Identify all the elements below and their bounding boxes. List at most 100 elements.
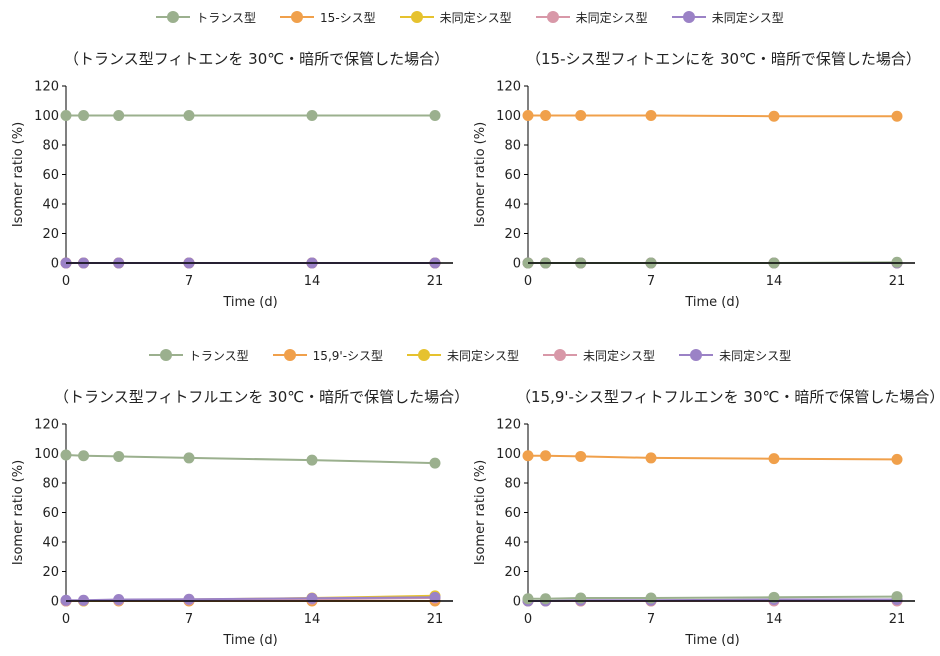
legend-marker	[283, 349, 296, 361]
legend-item: 未同定シス型	[535, 9, 648, 26]
x-tick-label: 7	[185, 274, 193, 289]
y-tick-label: 100	[34, 109, 59, 124]
legend-swatch	[272, 348, 307, 362]
y-tick-label: 20	[42, 565, 59, 580]
legend-label: 15,9'-シス型	[312, 348, 384, 363]
x-axis-label: Time (d)	[684, 295, 739, 310]
data-point	[429, 591, 441, 603]
data-point	[183, 593, 195, 605]
x-tick-label: 7	[647, 274, 655, 289]
data-point	[891, 453, 903, 465]
y-tick-label: 120	[496, 80, 521, 95]
legend-marker	[159, 349, 172, 361]
x-tick-label: 14	[304, 612, 321, 627]
y-tick-label: 100	[34, 447, 59, 462]
y-tick-label: 80	[42, 477, 59, 492]
y-tick-label: 100	[496, 109, 521, 124]
data-point	[522, 110, 534, 121]
data-point	[429, 457, 441, 469]
chart-title: （15,9'-シス型フィトフルエンを 30℃・暗所で保管した場合）	[516, 388, 940, 406]
y-tick-label: 100	[496, 447, 521, 462]
data-point	[575, 110, 587, 121]
x-tick-label: 7	[647, 612, 655, 627]
legend-marker	[690, 349, 703, 361]
y-tick-label: 40	[42, 536, 59, 551]
y-axis-label: Isomer ratio (%)	[473, 122, 488, 227]
data-point	[306, 592, 318, 604]
legend-label: 未同定シス型	[447, 348, 520, 363]
y-tick-label: 0	[51, 257, 59, 272]
legend-marker	[554, 349, 567, 361]
y-tick-label: 120	[34, 80, 59, 95]
data-point	[113, 450, 125, 462]
data-point	[429, 110, 441, 121]
y-tick-label: 60	[504, 168, 521, 183]
y-tick-label: 80	[504, 477, 521, 492]
legend-swatch	[535, 10, 570, 24]
data-point	[183, 452, 195, 464]
legend-top: トランス型 15-シス型 未同定シス型 未同定シス型 未同定シス型	[0, 7, 940, 27]
legend-swatch	[407, 348, 442, 362]
legend-marker	[418, 349, 431, 361]
y-tick-label: 0	[513, 257, 521, 272]
data-point	[540, 450, 552, 462]
y-tick-label: 60	[42, 506, 59, 521]
y-axis-label: Isomer ratio (%)	[473, 460, 488, 565]
legend-item: 15-シス型	[280, 9, 376, 26]
data-point	[60, 449, 72, 461]
data-point	[891, 591, 903, 603]
legend-label: 未同定シス型	[575, 10, 648, 25]
x-tick-label: 21	[427, 612, 444, 627]
legend-label: 未同定シス型	[711, 10, 784, 25]
legend-bottom: トランス型 15,9'-シス型 未同定シス型 未同定シス型 未同定シス型	[0, 345, 940, 365]
y-tick-label: 20	[42, 227, 59, 242]
data-point	[113, 110, 125, 121]
data-point	[768, 453, 780, 465]
y-tick-label: 120	[34, 418, 59, 433]
legend-label: 未同定シス型	[719, 348, 792, 363]
y-tick-label: 80	[42, 139, 59, 154]
data-point	[60, 110, 72, 121]
legend-label: トランス型	[188, 348, 249, 363]
legend-marker	[291, 11, 304, 23]
x-tick-label: 21	[427, 274, 444, 289]
x-axis-label: Time (d)	[684, 633, 739, 648]
data-point	[575, 450, 587, 462]
x-tick-label: 21	[889, 274, 906, 289]
data-point	[540, 593, 552, 605]
y-tick-label: 120	[496, 418, 521, 433]
data-point	[306, 454, 318, 466]
y-tick-label: 80	[504, 139, 521, 154]
data-point	[645, 592, 657, 604]
data-point	[540, 110, 552, 121]
data-point	[768, 591, 780, 603]
data-point	[522, 450, 534, 462]
data-point	[183, 110, 195, 121]
data-point	[113, 594, 125, 606]
legend-item: 未同定シス型	[399, 9, 512, 26]
y-tick-label: 40	[504, 198, 521, 213]
legend-swatch	[156, 10, 191, 24]
y-tick-label: 60	[42, 168, 59, 183]
legend-marker	[546, 11, 559, 23]
legend-label: 未同定シス型	[439, 10, 512, 25]
chart-title: （15-シス型フィトエンにを 30℃・暗所で保管した場合）	[526, 50, 921, 68]
legend-marker	[167, 11, 180, 23]
y-tick-label: 20	[504, 227, 521, 242]
chart-title: （トランス型フィトエンを 30℃・暗所で保管した場合）	[64, 50, 450, 68]
data-point	[645, 452, 657, 464]
data-point	[78, 110, 90, 121]
legend-swatch	[148, 348, 183, 362]
legend-swatch	[671, 10, 706, 24]
chart-title: （トランス型フィトフルエンを 30℃・暗所で保管した場合）	[54, 388, 470, 406]
x-tick-label: 0	[524, 274, 532, 289]
legend-item: 未同定シス型	[679, 347, 791, 364]
y-tick-label: 40	[42, 198, 59, 213]
x-axis-label: Time (d)	[222, 633, 277, 648]
data-point	[575, 592, 587, 604]
x-tick-label: 14	[304, 274, 321, 289]
x-tick-label: 21	[889, 612, 906, 627]
legend-item: トランス型	[148, 347, 249, 364]
data-point	[522, 593, 534, 605]
